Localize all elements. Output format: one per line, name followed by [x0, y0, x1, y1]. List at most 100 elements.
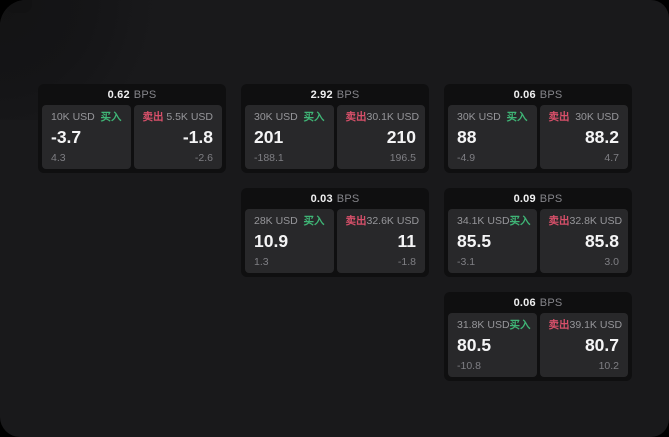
spread-bps-unit: BPS — [539, 88, 563, 101]
buy-panel-header: 30K USD 买入 — [254, 112, 325, 123]
quote-card: 0.06 BPS 31.8K USD 买入 80.5 -10.8 卖出 39.1… — [444, 292, 632, 381]
quote-card: 0.03 BPS 28K USD 买入 10.9 1.3 卖出 32.6K US… — [241, 188, 429, 277]
spread-bps-value: 0.62 — [107, 88, 130, 101]
buy-size-label: 34.1K USD — [457, 215, 510, 227]
quote-card: 2.92 BPS 30K USD 买入 201 -188.1 卖出 30.1K … — [241, 84, 429, 173]
buy-sub-value: 1.3 — [254, 255, 269, 268]
buy-panel[interactable]: 10K USD 买入 -3.7 4.3 — [42, 105, 131, 169]
spread-bps-unit: BPS — [539, 296, 563, 309]
sell-size-label: 32.6K USD — [366, 215, 420, 227]
card-body: 10K USD 买入 -3.7 4.3 卖出 5.5K USD -1.8 -2.… — [42, 105, 222, 169]
sell-side-label: 卖出 — [548, 319, 570, 331]
sell-side-label: 卖出 — [345, 111, 367, 123]
spread-bps-unit: BPS — [539, 192, 563, 205]
buy-size-label: 10K USD — [51, 111, 95, 123]
sell-price-value: -1.8 — [182, 127, 213, 148]
sell-price-value: 80.7 — [584, 335, 619, 356]
sell-sub-value: -2.6 — [194, 151, 213, 164]
card-header: 2.92 BPS — [241, 84, 429, 105]
buy-price-value: 10.9 — [254, 231, 289, 252]
buy-sub-value: 4.3 — [51, 151, 66, 164]
spread-bps-unit: BPS — [336, 192, 360, 205]
sell-panel[interactable]: 卖出 30K USD 88.2 4.7 — [539, 105, 628, 169]
sell-price-value: 88.2 — [584, 127, 619, 148]
sell-panel-header: 卖出 5.5K USD — [143, 112, 214, 123]
sell-price-value: 210 — [386, 127, 416, 148]
buy-panel-header: 34.1K USD 买入 — [457, 215, 531, 227]
sell-size-label: 32.8K USD — [569, 215, 623, 227]
buy-sub-value: -3.1 — [457, 255, 476, 268]
buy-size-label: 30K USD — [254, 111, 298, 123]
sell-panel[interactable]: 卖出 39.1K USD 80.7 10.2 — [539, 313, 628, 377]
sell-sub-value: 10.2 — [598, 359, 619, 372]
sell-panel-header: 卖出 39.1K USD — [548, 319, 623, 331]
buy-size-label: 28K USD — [254, 215, 298, 227]
buy-sub-value: -10.8 — [457, 359, 481, 372]
card-header: 0.09 BPS — [444, 188, 632, 209]
sell-price-value: 11 — [397, 231, 417, 252]
buy-side-label: 买入 — [303, 111, 325, 123]
buy-panel[interactable]: 30K USD 买入 201 -188.1 — [245, 105, 334, 169]
buy-panel[interactable]: 28K USD 买入 10.9 1.3 — [245, 209, 334, 273]
sell-panel-header: 卖出 32.6K USD — [345, 215, 420, 227]
card-body: 30K USD 买入 201 -188.1 卖出 30.1K USD 210 1… — [245, 105, 425, 169]
card-header: 0.06 BPS — [444, 292, 632, 313]
sell-sub-value: 3.0 — [604, 255, 619, 268]
sell-side-label: 卖出 — [548, 111, 570, 123]
buy-side-label: 买入 — [509, 319, 531, 331]
buy-side-label: 买入 — [303, 215, 325, 227]
sell-side-label: 卖出 — [142, 111, 164, 123]
buy-sub-value: -4.9 — [457, 151, 476, 164]
sell-price-value: 85.8 — [584, 231, 619, 252]
sell-panel[interactable]: 卖出 30.1K USD 210 196.5 — [336, 105, 425, 169]
card-body: 30K USD 买入 88 -4.9 卖出 30K USD 88.2 4.7 — [448, 105, 628, 169]
spread-bps-value: 2.92 — [310, 88, 333, 101]
buy-price-value: 201 — [254, 127, 284, 148]
sell-size-label: 30.1K USD — [366, 111, 420, 123]
buy-sub-value: -188.1 — [254, 151, 284, 164]
buy-panel[interactable]: 31.8K USD 买入 80.5 -10.8 — [448, 313, 537, 377]
sell-panel-header: 卖出 30K USD — [549, 112, 620, 123]
spread-bps-unit: BPS — [336, 88, 360, 101]
sell-side-label: 卖出 — [548, 215, 570, 227]
buy-panel-header: 30K USD 买入 — [457, 112, 528, 123]
sell-side-label: 卖出 — [345, 215, 367, 227]
buy-panel[interactable]: 34.1K USD 买入 85.5 -3.1 — [448, 209, 537, 273]
top-left-corner-artifact — [6, 0, 32, 13]
buy-size-label: 31.8K USD — [457, 319, 510, 331]
sell-panel[interactable]: 卖出 32.8K USD 85.8 3.0 — [539, 209, 628, 273]
quote-card: 0.06 BPS 30K USD 买入 88 -4.9 卖出 30K USD 8… — [444, 84, 632, 173]
card-header: 0.62 BPS — [38, 84, 226, 105]
sell-size-label: 39.1K USD — [569, 319, 623, 331]
spread-bps-value: 0.03 — [310, 192, 333, 205]
sell-size-label: 30K USD — [575, 111, 619, 123]
buy-side-label: 买入 — [506, 111, 528, 123]
quote-card: 0.09 BPS 34.1K USD 买入 85.5 -3.1 卖出 32.8K… — [444, 188, 632, 277]
sell-sub-value: 196.5 — [389, 151, 416, 164]
sell-sub-value: 4.7 — [604, 151, 619, 164]
buy-price-value: 80.5 — [457, 335, 492, 356]
buy-side-label: 买入 — [509, 215, 531, 227]
spread-bps-value: 0.09 — [513, 192, 536, 205]
card-header: 0.03 BPS — [241, 188, 429, 209]
spread-bps-unit: BPS — [133, 88, 157, 101]
buy-side-label: 买入 — [100, 111, 122, 123]
sell-panel-header: 卖出 32.8K USD — [548, 215, 623, 227]
buy-panel-header: 28K USD 买入 — [254, 216, 325, 227]
buy-price-value: 88 — [457, 127, 477, 148]
buy-size-label: 30K USD — [457, 111, 501, 123]
spread-bps-value: 0.06 — [513, 296, 536, 309]
buy-panel-header: 10K USD 买入 — [51, 112, 122, 123]
sell-panel[interactable]: 卖出 5.5K USD -1.8 -2.6 — [133, 105, 222, 169]
buy-panel-header: 31.8K USD 买入 — [457, 319, 531, 331]
card-body: 28K USD 买入 10.9 1.3 卖出 32.6K USD 11 -1.8 — [245, 209, 425, 273]
sell-panel[interactable]: 卖出 32.6K USD 11 -1.8 — [336, 209, 425, 273]
card-header: 0.06 BPS — [444, 84, 632, 105]
spread-bps-value: 0.06 — [513, 88, 536, 101]
sell-panel-header: 卖出 30.1K USD — [345, 111, 420, 123]
buy-price-value: 85.5 — [457, 231, 492, 252]
card-body: 34.1K USD 买入 85.5 -3.1 卖出 32.8K USD 85.8… — [448, 209, 628, 273]
buy-panel[interactable]: 30K USD 买入 88 -4.9 — [448, 105, 537, 169]
